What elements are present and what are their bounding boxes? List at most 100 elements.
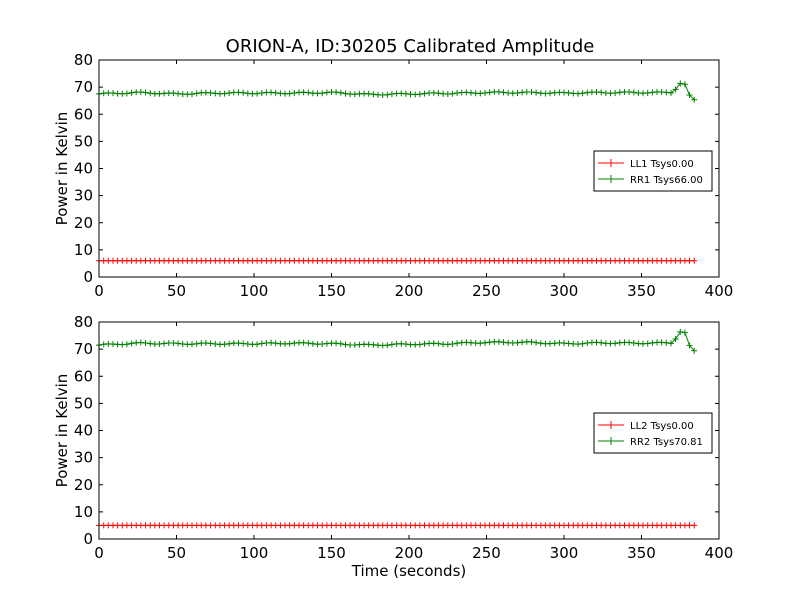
data-point: [207, 340, 214, 347]
legend-marker: [607, 437, 615, 445]
data-point: [254, 341, 261, 348]
y-tick-label: 60: [74, 105, 93, 123]
legend: LL2 Tsys0.00 RR2 Tsys70.81: [593, 412, 713, 454]
legend: LL1 Tsys0.00 RR1 Tsys66.00: [593, 150, 713, 192]
data-point: [305, 89, 312, 96]
y-tick-label: 0: [83, 530, 93, 548]
legend-box: [593, 412, 713, 454]
data-point: [128, 89, 135, 96]
data-point: [291, 90, 298, 96]
legend-marker: [607, 175, 615, 183]
y-tick-label: 50: [74, 394, 93, 412]
data-point: [435, 340, 442, 347]
data-point: [416, 341, 423, 348]
x-tick-label: 350: [627, 282, 656, 300]
x-tick-label: 200: [395, 544, 424, 562]
legend-label: LL2 Tsys0.00: [630, 421, 694, 432]
series-2: [96, 80, 698, 103]
data-point: [663, 89, 670, 96]
legend-box: [593, 150, 713, 192]
y-tick-label: 50: [74, 132, 93, 150]
data-point: [193, 90, 200, 97]
x-tick-label: 0: [94, 282, 104, 300]
y-tick-label: 30: [74, 449, 93, 467]
data-point: [686, 342, 693, 349]
legend-marker: [607, 159, 615, 167]
data-point: [286, 90, 293, 97]
x-tick-label: 300: [550, 282, 579, 300]
data-point: [333, 340, 340, 347]
x-tick-label: 150: [317, 282, 346, 300]
y-tick-label: 10: [74, 241, 93, 259]
y-tick-label: 40: [74, 422, 93, 440]
y-tick-label: 10: [74, 503, 93, 521]
data-point: [500, 89, 507, 96]
data-point: [226, 340, 233, 347]
x-tick-label: 250: [472, 544, 501, 562]
y-tick-label: 70: [74, 78, 93, 96]
data-point: [612, 340, 619, 347]
data-point: [668, 90, 674, 96]
x-tick-label: 100: [240, 544, 269, 562]
data-point: [388, 341, 395, 348]
data-point: [514, 90, 521, 96]
y-tick-label: 70: [74, 340, 93, 358]
data-point: [691, 522, 698, 529]
x-tick-label: 400: [705, 544, 734, 562]
data-point: [416, 91, 423, 98]
data-point: [305, 340, 312, 347]
data-point: [142, 89, 149, 96]
data-point: [668, 340, 674, 347]
series-1: [96, 257, 698, 264]
series-1: [96, 522, 698, 529]
data-point: [142, 340, 149, 346]
data-point: [254, 90, 261, 97]
data-point: [221, 90, 228, 97]
data-point: [286, 340, 293, 347]
x-tick-label: 150: [317, 544, 346, 562]
x-tick-label: 200: [395, 282, 424, 300]
data-point: [333, 89, 340, 96]
x-tick-label: 400: [705, 282, 734, 300]
y-tick-label: 40: [74, 160, 93, 178]
data-point: [677, 80, 684, 87]
data-point: [454, 340, 461, 347]
data-point: [514, 339, 521, 346]
data-point: [691, 96, 698, 103]
data-point: [677, 328, 684, 335]
x-tick-label: 50: [167, 282, 186, 300]
y-tick-label: 80: [74, 51, 93, 69]
y-tick-label: 80: [74, 313, 93, 331]
data-point: [579, 340, 586, 347]
data-point: [598, 89, 605, 96]
data-point: [384, 342, 391, 349]
data-point: [691, 347, 698, 354]
bottom-plot-panel: 0 50 100 150 200 250 300 350 400 0 10 20 30 40 50 60 70 8…: [53, 313, 733, 580]
data-point: [482, 90, 488, 96]
series-2: [96, 328, 698, 354]
chart-title: ORION-A, ID:30205 Calibrated Amplitude: [226, 36, 595, 57]
data-point: [189, 91, 195, 98]
y-axis-label: Power in Kelvin: [53, 374, 71, 488]
legend-label: LL1 Tsys0.00: [630, 159, 694, 170]
data-point: [672, 86, 679, 93]
data-point: [193, 340, 200, 347]
y-tick-label: 20: [74, 476, 93, 494]
y-axis-label: Power in Kelvin: [53, 112, 71, 226]
y-tick-label: 20: [74, 214, 93, 232]
data-point: [672, 336, 679, 342]
y-tick-label: 30: [74, 187, 93, 205]
data-point: [240, 89, 247, 96]
data-point: [175, 340, 182, 347]
data-point: [337, 89, 344, 96]
data-point: [579, 90, 586, 97]
data-point: [612, 90, 619, 96]
data-point: [533, 89, 540, 96]
x-tick-label: 350: [627, 544, 656, 562]
data-point: [449, 341, 456, 347]
x-tick-label: 0: [94, 544, 104, 562]
data-point: [500, 339, 507, 346]
x-tick-label: 250: [472, 282, 501, 300]
